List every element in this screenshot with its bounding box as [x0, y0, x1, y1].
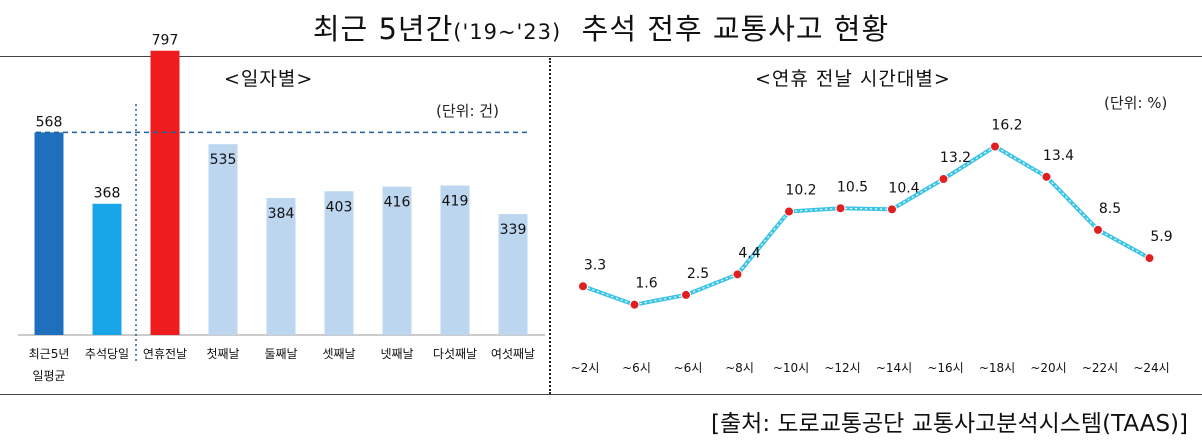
series-line-highlight	[582, 145, 1150, 306]
panel-divider	[549, 58, 551, 394]
data-point	[681, 289, 691, 300]
data-point	[629, 299, 640, 310]
data-point	[887, 204, 897, 215]
bar	[266, 198, 296, 335]
x-tick-label: ~16시	[927, 361, 963, 375]
data-value-label: 5.9	[1150, 229, 1172, 245]
data-value-label: 3.3	[584, 257, 606, 273]
bar-category-label: 넷째날	[380, 347, 413, 361]
line-chart-unit: (단위: %)	[1104, 94, 1168, 112]
bar-value-label: 339	[500, 222, 527, 238]
title-main-before: 최근 5년간	[312, 12, 454, 46]
data-value-label: 10.5	[837, 179, 868, 195]
bottom-rule	[0, 394, 1202, 395]
bar-value-label: 384	[268, 206, 295, 222]
series-line	[581, 144, 1152, 307]
bar-category-label: 최근5년	[29, 347, 70, 361]
bar	[382, 186, 412, 335]
x-tick-label: ~12시	[824, 361, 860, 375]
data-value-label: 13.4	[1043, 148, 1074, 164]
data-point	[1093, 224, 1103, 235]
bar-category-label: 첫째날	[206, 347, 239, 361]
x-tick-label: ~8시	[725, 361, 754, 375]
bar-chart-title: <일자별>	[224, 68, 314, 90]
page-title: 최근 5년간('19~'23) 추석 전후 교통사고 현황	[0, 6, 1202, 48]
bar-category-label: 추석당일	[85, 347, 129, 361]
x-tick-label: ~14시	[876, 361, 912, 375]
bar-value-label: 797	[152, 33, 179, 49]
title-years: ('19~'23)	[453, 20, 562, 44]
line-chart-title: <연휴 전날 시간대별>	[755, 68, 951, 90]
bar-chart-unit: (단위: 건)	[436, 102, 499, 120]
data-point	[990, 141, 1000, 152]
bar-value-label: 419	[442, 194, 469, 210]
bar	[208, 144, 238, 335]
data-point	[835, 203, 846, 214]
bar-category-label: 일평균	[32, 369, 65, 383]
bar-value-label: 416	[384, 195, 411, 211]
bar	[34, 132, 64, 335]
bar-value-label: 368	[94, 186, 121, 202]
title-main-after: 추석 전후 교통사고 현황	[581, 12, 890, 46]
x-tick-label: ~6시	[674, 361, 703, 375]
bar-category-label: 둘째날	[264, 347, 297, 361]
bar	[150, 50, 180, 336]
bar-category-label: 여섯째날	[491, 347, 535, 361]
data-point	[784, 206, 794, 217]
bar-value-label: 568	[36, 114, 63, 130]
bar	[92, 203, 122, 335]
x-tick-label: ~2시	[571, 361, 600, 375]
data-point	[578, 281, 588, 292]
data-value-label: 13.2	[940, 150, 971, 166]
data-point	[732, 269, 743, 280]
data-value-label: 4.4	[738, 245, 760, 261]
x-tick-label: ~24시	[1133, 361, 1169, 375]
data-point	[1144, 253, 1155, 264]
data-value-label: 16.2	[991, 118, 1022, 134]
data-value-label: 8.5	[1099, 201, 1121, 217]
x-tick-label: ~18시	[979, 361, 1015, 375]
data-point	[938, 174, 949, 184]
x-tick-label: ~6시	[622, 361, 651, 375]
bar-value-label: 535	[210, 152, 237, 168]
data-value-label: 1.6	[635, 276, 657, 292]
bar-category-label: 연휴전날	[143, 347, 187, 361]
bar	[498, 214, 528, 335]
data-value-label: 10.4	[888, 180, 919, 196]
bar-category-label: 셋째날	[322, 347, 355, 361]
x-tick-label: ~22시	[1082, 361, 1118, 375]
x-tick-label: ~20시	[1030, 361, 1066, 375]
data-value-label: 10.2	[785, 183, 816, 199]
x-tick-label: ~10시	[773, 361, 809, 375]
bar-category-label: 다섯째날	[433, 347, 477, 361]
bar	[440, 185, 470, 335]
top-rule	[0, 56, 1202, 57]
data-point	[1041, 171, 1052, 182]
bar	[324, 191, 354, 335]
bar-value-label: 403	[326, 199, 353, 215]
source-note: [출처: 도로교통공단 교통사고분석시스템(TAAS)]	[711, 411, 1188, 437]
data-value-label: 2.5	[687, 266, 709, 282]
